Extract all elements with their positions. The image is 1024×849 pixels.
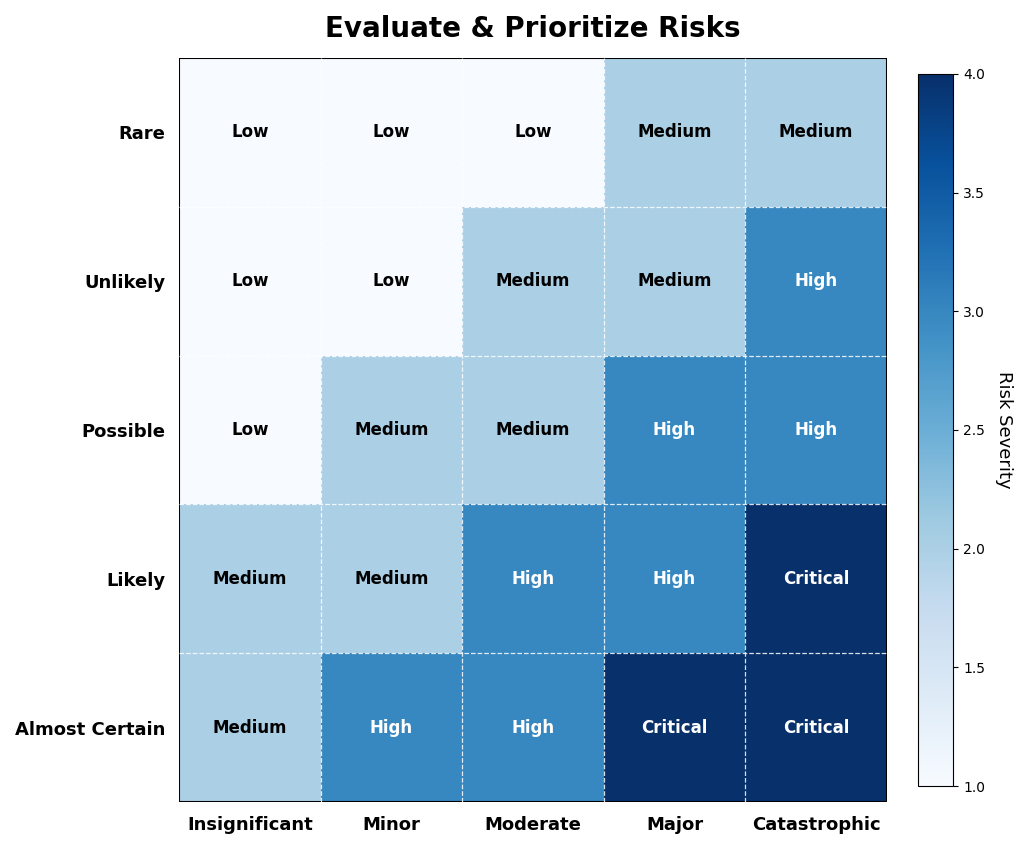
Bar xyxy=(745,58,887,206)
Bar xyxy=(179,653,321,802)
Bar xyxy=(179,206,321,356)
Text: High: High xyxy=(795,273,838,290)
Bar xyxy=(462,356,604,504)
Text: High: High xyxy=(795,421,838,439)
Bar xyxy=(321,206,462,356)
Bar xyxy=(321,58,462,206)
Text: High: High xyxy=(653,421,696,439)
Text: Medium: Medium xyxy=(213,570,288,588)
Text: Critical: Critical xyxy=(641,719,708,737)
Text: Low: Low xyxy=(231,273,268,290)
Bar xyxy=(604,653,745,802)
Y-axis label: Risk Severity: Risk Severity xyxy=(995,371,1013,489)
Bar xyxy=(321,504,462,653)
Text: High: High xyxy=(511,719,555,737)
Bar xyxy=(604,504,745,653)
Text: Medium: Medium xyxy=(496,273,570,290)
Text: Low: Low xyxy=(231,421,268,439)
Text: Medium: Medium xyxy=(637,123,712,141)
Bar xyxy=(321,653,462,802)
Text: Medium: Medium xyxy=(213,719,288,737)
Text: Low: Low xyxy=(373,123,411,141)
Text: Medium: Medium xyxy=(778,123,853,141)
Bar xyxy=(179,58,321,206)
Bar xyxy=(745,504,887,653)
Text: Low: Low xyxy=(514,123,552,141)
Text: Medium: Medium xyxy=(354,421,429,439)
Bar xyxy=(604,356,745,504)
Text: Medium: Medium xyxy=(496,421,570,439)
Title: Evaluate & Prioritize Risks: Evaluate & Prioritize Risks xyxy=(326,15,740,43)
Text: Medium: Medium xyxy=(354,570,429,588)
Bar xyxy=(745,356,887,504)
Text: High: High xyxy=(653,570,696,588)
Bar xyxy=(462,653,604,802)
Bar xyxy=(604,206,745,356)
Text: Low: Low xyxy=(231,123,268,141)
Bar xyxy=(745,206,887,356)
Text: High: High xyxy=(511,570,555,588)
Text: Low: Low xyxy=(373,273,411,290)
Bar xyxy=(745,653,887,802)
Text: Medium: Medium xyxy=(637,273,712,290)
Text: High: High xyxy=(370,719,413,737)
Bar xyxy=(462,504,604,653)
Bar xyxy=(321,356,462,504)
Bar xyxy=(462,206,604,356)
Text: Critical: Critical xyxy=(782,719,849,737)
Bar xyxy=(179,504,321,653)
Bar xyxy=(179,356,321,504)
Bar xyxy=(462,58,604,206)
Bar xyxy=(604,58,745,206)
Text: Critical: Critical xyxy=(782,570,849,588)
